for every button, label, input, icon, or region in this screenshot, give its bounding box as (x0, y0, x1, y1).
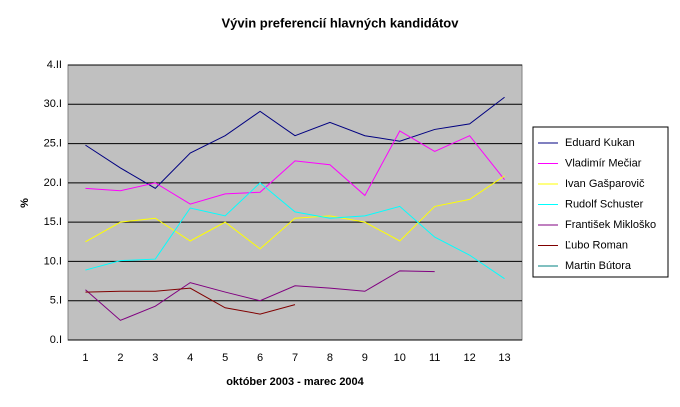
x-tick-label: 7 (292, 352, 298, 364)
x-tick-label: 4 (187, 352, 193, 364)
x-tick-label: 8 (327, 352, 333, 364)
y-tick-label: 25.I (44, 137, 62, 149)
x-axis-title: október 2003 - marec 2004 (226, 376, 364, 388)
legend-label: František Mikloško (565, 219, 656, 231)
series-line (85, 182, 505, 280)
legend-label: Eduard Kukan (565, 137, 635, 149)
legend (532, 126, 669, 278)
y-tick-label: 5.I (50, 295, 62, 307)
y-tick-label: 4.II (47, 59, 62, 71)
x-tick-label: 10 (394, 352, 406, 364)
y-axis-title: % (19, 198, 31, 208)
x-tick-label: 11 (429, 352, 440, 364)
chart-title: Vývin preferencií hlavných kandidátov (222, 15, 460, 30)
legend-label: Vladimír Mečiar (565, 157, 642, 169)
series-line (85, 96, 505, 189)
x-tick-label: 1 (82, 352, 88, 364)
x-tick-label: 5 (222, 352, 228, 364)
series-line (85, 287, 296, 315)
x-tick-label: 13 (498, 352, 510, 364)
x-tick-label: 12 (463, 352, 475, 364)
y-tick-label: 0.I (50, 334, 62, 346)
y-tick-label: 20.I (44, 177, 62, 189)
y-tick-label: 10.I (44, 255, 62, 267)
x-tick-label: 2 (117, 352, 123, 364)
x-tick-label: 3 (152, 352, 158, 364)
series-line (85, 130, 505, 205)
series-line (85, 175, 505, 250)
legend-label: Martin Bútora (565, 260, 632, 272)
x-tick-label: 6 (257, 352, 263, 364)
legend-label: Rudolf Schuster (565, 198, 644, 210)
y-tick-label: 30.I (44, 98, 62, 110)
plot-area (67, 64, 523, 341)
series-line (85, 270, 435, 321)
legend-label: Ivan Gašparovič (565, 178, 645, 190)
legend-label: Ľubo Roman (565, 239, 628, 251)
x-tick-label: 9 (362, 352, 368, 364)
y-tick-label: 15.I (44, 216, 62, 228)
